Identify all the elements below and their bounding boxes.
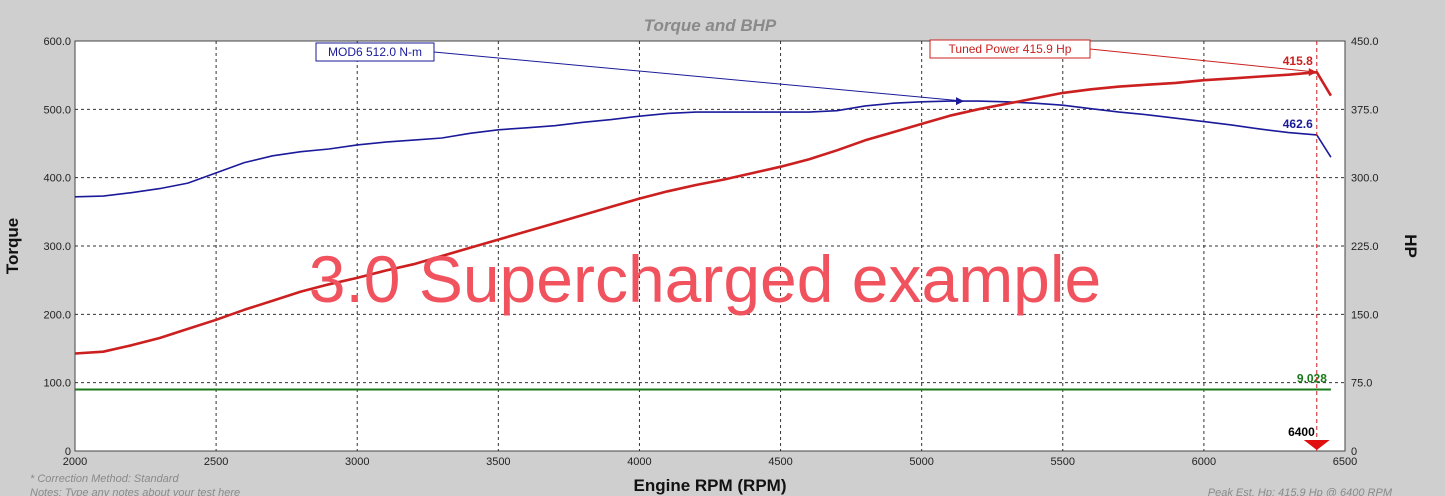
y-left-tick-label: 600.0 bbox=[43, 36, 71, 48]
x-tick-label: 3000 bbox=[345, 456, 369, 468]
x-axis-title: Engine RPM (RPM) bbox=[634, 476, 787, 495]
y-left-tick-label: 200.0 bbox=[43, 309, 71, 321]
y-right-tick-label: 225.0 bbox=[1351, 241, 1379, 253]
x-tick-label: 5500 bbox=[1051, 456, 1075, 468]
peak-note: Peak Est. Hp: 415.9 Hp @ 6400 RPM bbox=[1208, 487, 1393, 496]
x-tick-label: 2500 bbox=[204, 456, 228, 468]
y-right-tick-label: 75.0 bbox=[1351, 378, 1372, 390]
series-line-tuned-power bbox=[74, 70, 1333, 355]
y-left-tick-label: 400.0 bbox=[43, 173, 71, 185]
y-right-tick-label: 450.0 bbox=[1351, 36, 1379, 48]
x-tick-label: 4000 bbox=[627, 456, 651, 468]
x-tick-label: 4500 bbox=[768, 456, 792, 468]
series-end-label: 9.028 bbox=[1297, 372, 1327, 386]
y-right-tick-label: 375.0 bbox=[1351, 104, 1379, 116]
x-tick-label: 6000 bbox=[1192, 456, 1216, 468]
x-tick-label: 3500 bbox=[486, 456, 510, 468]
chart-title: Torque and BHP bbox=[644, 16, 777, 35]
y-left-tick-label: 0 bbox=[65, 446, 71, 458]
torque-callout-box bbox=[315, 42, 435, 62]
torque-callout-text: MOD6 512.0 N-m bbox=[328, 45, 422, 59]
x-tick-label: 6500 bbox=[1333, 456, 1357, 468]
series-lines: 462.6 415.8 9.028 6400 MOD6 512.0 N-m Tuned P… bbox=[74, 39, 1333, 451]
power-callout-leader bbox=[1089, 48, 1317, 73]
x-tick-label: 5000 bbox=[909, 456, 933, 468]
series-end-label: 462.6 bbox=[1283, 117, 1313, 131]
rpm-cursor-marker[interactable] bbox=[1303, 440, 1330, 450]
correction-note: * Correction Method: Standard bbox=[30, 473, 179, 485]
watermark-annotation: 3.0 Supercharged example bbox=[309, 242, 1102, 316]
grid bbox=[75, 41, 1345, 451]
y-left-tick-label: 300.0 bbox=[43, 241, 71, 253]
torque-callout-arrow bbox=[956, 97, 964, 106]
y-right-tick-label: 150.0 bbox=[1351, 309, 1379, 321]
x-tick-label: 2000 bbox=[63, 456, 87, 468]
y-right-tick-label: 300.0 bbox=[1351, 173, 1379, 185]
y-left-tick-label: 100.0 bbox=[43, 378, 71, 390]
notes-text: Notes: Type any notes about your test he… bbox=[30, 487, 240, 496]
y-left-tick-label: 500.0 bbox=[43, 104, 71, 116]
series-end-label: 415.8 bbox=[1283, 54, 1313, 68]
y-axis-right-title: HP bbox=[1401, 234, 1420, 258]
power-callout-text: Tuned Power 415.9 Hp bbox=[949, 42, 1072, 56]
tick-labels: 2000 2500 3000 3500 4000 4500 5000 5500 6000 6500… bbox=[43, 36, 1378, 468]
y-axis-left-title: Torque bbox=[3, 218, 22, 274]
rpm-cursor-label: 6400 bbox=[1288, 425, 1315, 439]
series-line-mod6 bbox=[74, 100, 1332, 198]
power-callout-box bbox=[929, 39, 1091, 59]
y-right-tick-label: 0 bbox=[1351, 446, 1357, 458]
torque-callout-leader bbox=[433, 51, 965, 102]
power-callout-arrow bbox=[1308, 68, 1317, 77]
